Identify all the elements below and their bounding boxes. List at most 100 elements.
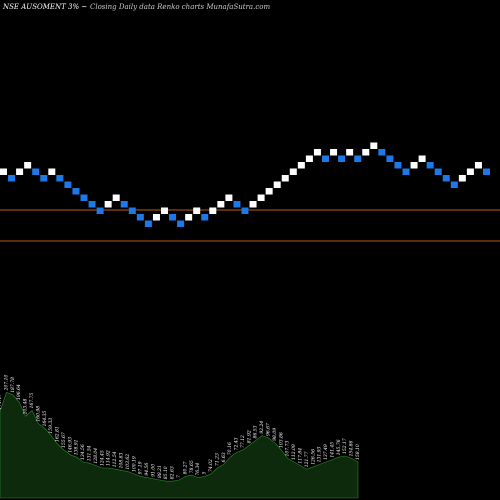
renko-brick-up <box>297 162 305 169</box>
volume-label: 171.47 <box>0 394 3 410</box>
volume-label: 146.93 <box>67 437 73 453</box>
renko-brick-up <box>161 207 168 214</box>
renko-brick-down <box>241 207 249 214</box>
volume-label: 107.73 <box>285 441 291 457</box>
volume-label: 71.23 <box>214 453 220 466</box>
volume-label: 103.86 <box>278 432 284 448</box>
renko-brick-down <box>402 168 410 175</box>
volume-label: 112.54 <box>112 451 118 467</box>
renko-brick-up <box>48 168 56 175</box>
renko-brick-up <box>209 207 217 214</box>
volume-label: 124.45 <box>99 450 105 466</box>
renko-brick-down <box>169 214 177 221</box>
renko-brick-up <box>152 214 160 221</box>
volume-label: 91.00 <box>150 464 156 477</box>
volume-area <box>0 392 359 499</box>
volume-label: 86.53 <box>253 425 259 438</box>
renko-brick-down <box>338 155 346 162</box>
volume-label: 126.56 <box>310 449 316 465</box>
volume-label: 138.91 <box>74 439 80 455</box>
volume-label: 88.21 <box>157 465 163 478</box>
renko-brick-down <box>354 155 362 162</box>
volume-label: 98.09 <box>272 428 278 441</box>
volume-label: 137.49 <box>323 444 329 460</box>
volume-label: 164.35 <box>42 411 48 427</box>
volume-label: 167.75 <box>29 393 35 409</box>
renko-brick-down <box>442 175 450 182</box>
renko-brick-up <box>346 149 354 156</box>
volume-label: 103.62 <box>125 454 131 470</box>
volume-label: 7 <box>176 475 182 478</box>
volume-label: 5 <box>202 471 208 474</box>
volume-label: 112.09 <box>291 444 297 460</box>
renko-brick-down <box>64 181 72 188</box>
renko-brick-down <box>426 162 434 169</box>
volume-label: 74.02 <box>208 459 214 472</box>
renko-brick-down <box>233 201 241 208</box>
volume-label: 72.43 <box>234 437 240 450</box>
volume-label: 160.98 <box>35 406 41 422</box>
renko-brick-up <box>225 194 233 201</box>
renko-brick-down <box>80 194 88 201</box>
chart-title: NSE AUSOMENT 3% ~ <box>2 3 87 11</box>
renko-brick-up <box>265 188 273 195</box>
renko-brick-up <box>273 181 281 188</box>
volume-label: 80.27 <box>182 461 188 474</box>
volume-label: 152.17 <box>342 438 348 454</box>
renko-brick-up <box>16 168 24 175</box>
renko-brick-down <box>96 207 104 214</box>
volume-label: 154.86 <box>349 441 355 457</box>
volume-label: 131.54 <box>87 445 93 461</box>
volume-label: 203.48 <box>23 399 29 416</box>
volume-label: 141.45 <box>329 442 335 458</box>
renko-brick-up <box>257 194 265 201</box>
chart-subtitle: Closing Daily data Renko charts MunafaSu… <box>90 3 270 11</box>
volume-label: 76.34 <box>195 463 201 476</box>
renko-brick-up <box>313 149 321 156</box>
renko-brick-down <box>8 175 16 182</box>
volume-label: 85.10 <box>163 466 169 479</box>
renko-brick-down <box>72 188 80 195</box>
renko-brick-down <box>450 181 458 188</box>
renko-brick-up <box>249 201 257 208</box>
renko-brick-down <box>128 207 136 214</box>
renko-brick-down <box>136 214 144 221</box>
renko-bricks <box>0 142 490 227</box>
renko-brick-up <box>0 168 7 175</box>
volume-label: 207.10 <box>3 375 9 392</box>
volume-label: 114.92 <box>106 450 112 466</box>
renko-brick-up <box>474 162 482 169</box>
volume-label: 159.33 <box>48 418 54 434</box>
renko-brick-down <box>120 201 128 208</box>
volume-label: 162.81 <box>55 426 61 442</box>
volume-label: 155.67 <box>61 432 67 448</box>
volume-label: 158.10 <box>355 444 361 460</box>
volume-label: 134.56 <box>80 444 86 460</box>
renko-brick-up <box>410 162 418 169</box>
renko-brick-down <box>144 220 152 227</box>
renko-brick-up <box>24 162 32 169</box>
volume-label: 187.78 <box>10 377 16 393</box>
volume-label: 94.56 <box>144 463 150 476</box>
volume-label: 6.63 <box>221 452 227 462</box>
volume-label: 96.67 <box>266 423 272 436</box>
volume-label: 100.19 <box>131 456 137 472</box>
renko-brick-up <box>362 149 370 156</box>
renko-brick-down <box>32 168 40 175</box>
volume-label: 82.63 <box>170 466 176 479</box>
volume-label: 77.12 <box>240 435 246 448</box>
renko-brick-up <box>330 149 338 156</box>
renko-brick-up <box>185 214 193 221</box>
volume-label: 121.77 <box>304 451 310 467</box>
renko-brick-up <box>466 168 474 175</box>
renko-brick-down <box>88 201 96 208</box>
renko-brick-down <box>378 149 386 156</box>
renko-brick-up <box>458 175 466 182</box>
volume-label: 92.24 <box>259 421 265 434</box>
renko-brick-up <box>418 155 426 162</box>
renko-brick-up <box>217 201 225 208</box>
renko-brick-down <box>434 168 442 175</box>
